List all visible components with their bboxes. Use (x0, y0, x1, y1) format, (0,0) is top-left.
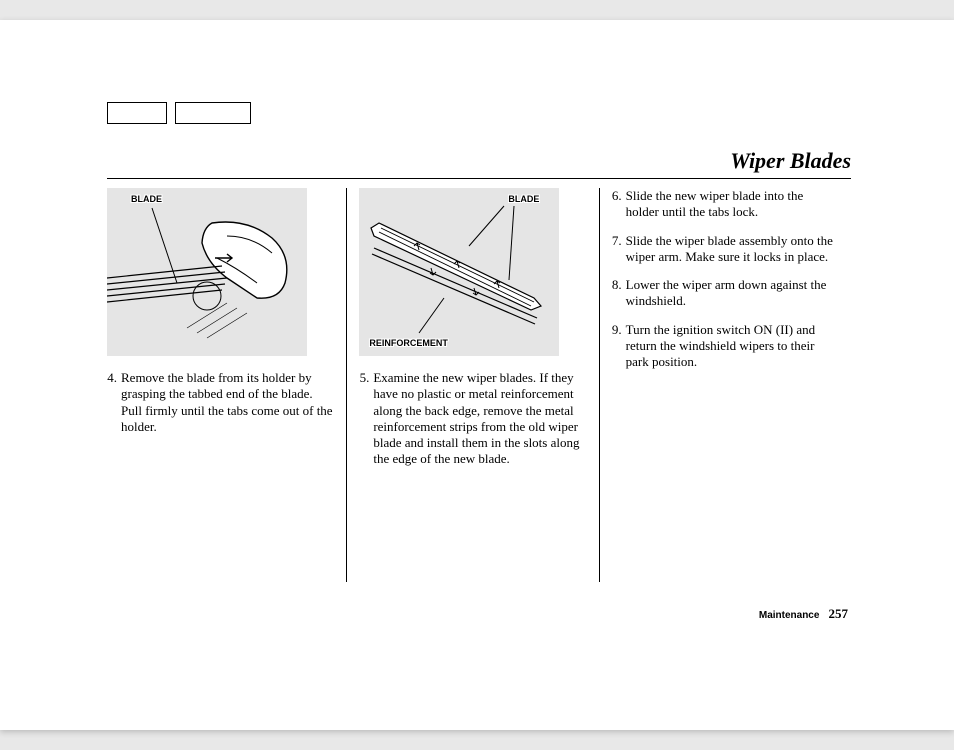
footer-section: Maintenance (759, 610, 820, 621)
step-9-text: Turn the ignition switch ON (II) and ret… (626, 322, 839, 371)
figure1-blade-label: BLADE (131, 194, 162, 204)
figure2-blade-label: BLADE (508, 194, 539, 204)
step-7-number: 7. (612, 233, 626, 266)
step-7-text: Slide the wiper blade assembly onto the … (626, 233, 839, 266)
footer-page-number: 257 (829, 606, 849, 621)
column-3: 6. Slide the new wiper blade into the ho… (599, 188, 851, 582)
figure2-reinforcement-label: REINFORCEMENT (369, 338, 448, 348)
step-5-text: Examine the new wiper blades. If they ha… (373, 370, 586, 468)
header-box-1 (107, 102, 167, 124)
step-4-text: Remove the blade from its holder by gras… (121, 370, 334, 435)
step-4: 4. Remove the blade from its holder by g… (107, 370, 334, 435)
column-1: BLADE 4. Remove the blade from its holde… (107, 188, 346, 582)
blade-removal-illustration (107, 188, 307, 356)
column-2: BLADE REINFORCEMENT 5. Examine the new w… (346, 188, 598, 582)
step-5-number: 5. (359, 370, 373, 468)
step-6-number: 6. (612, 188, 626, 221)
figure-blade-removal: BLADE (107, 188, 307, 356)
page-footer: Maintenance 257 (759, 606, 848, 622)
step-7: 7. Slide the wiper blade assembly onto t… (612, 233, 839, 266)
columns: BLADE 4. Remove the blade from its holde… (107, 188, 851, 582)
header-boxes (107, 102, 251, 124)
step-8-number: 8. (612, 277, 626, 310)
step-9: 9. Turn the ignition switch ON (II) and … (612, 322, 839, 371)
step-4-number: 4. (107, 370, 121, 435)
title-row: Wiper Blades (107, 148, 851, 179)
manual-page: Wiper Blades (0, 20, 954, 730)
step-8: 8. Lower the wiper arm down against the … (612, 277, 839, 310)
step-6: 6. Slide the new wiper blade into the ho… (612, 188, 839, 221)
header-box-2 (175, 102, 251, 124)
step-9-number: 9. (612, 322, 626, 371)
reinforcement-illustration (359, 188, 559, 356)
step-8-text: Lower the wiper arm down against the win… (626, 277, 839, 310)
step-5: 5. Examine the new wiper blades. If they… (359, 370, 586, 468)
figure-reinforcement: BLADE REINFORCEMENT (359, 188, 559, 356)
page-title: Wiper Blades (107, 148, 851, 174)
step-6-text: Slide the new wiper blade into the holde… (626, 188, 839, 221)
